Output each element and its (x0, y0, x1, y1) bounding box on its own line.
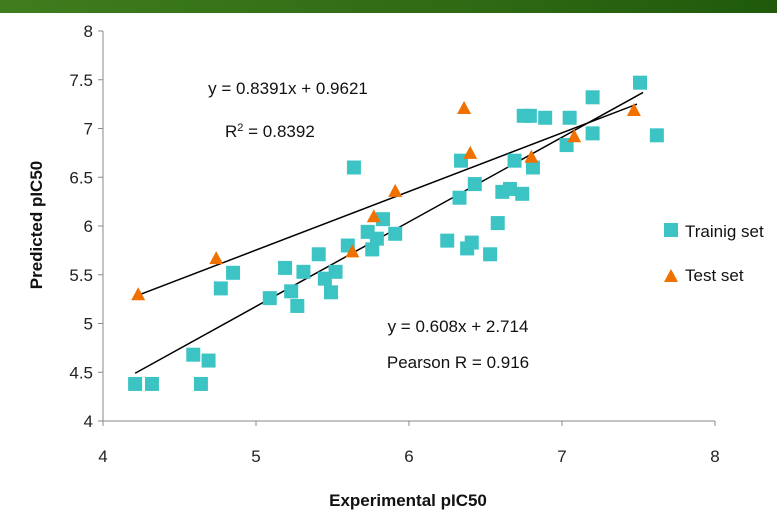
training-point (369, 231, 384, 246)
y-tick-label: 5.5 (69, 266, 93, 285)
training-point (201, 353, 216, 368)
y-tick-label: 7.5 (69, 71, 93, 90)
x-tick-label: 7 (557, 447, 566, 466)
x-tick-label: 8 (710, 447, 719, 466)
training-point (290, 298, 305, 313)
training-point (262, 291, 277, 306)
test-r2-exp: 2 (237, 122, 243, 134)
legend-label-test: Test set (685, 266, 744, 285)
legend: Trainig set Test set (664, 222, 764, 285)
x-ticks: 4 5 6 7 8 (98, 421, 720, 466)
training-point (388, 226, 403, 241)
training-point (328, 264, 343, 279)
training-point (186, 347, 201, 362)
training-point (365, 242, 380, 257)
y-tick-label: 7 (84, 120, 93, 139)
training-point (464, 235, 479, 250)
training-point (323, 285, 338, 300)
y-axis-title: Predicted pIC50 (27, 161, 46, 290)
training-point (490, 216, 505, 231)
training-point (296, 264, 311, 279)
y-tick-label: 5 (84, 315, 93, 334)
test-fit-line (137, 103, 638, 296)
training-point (440, 233, 455, 248)
test-equation: y = 0.8391x + 0.9621 (208, 79, 368, 98)
test-point (366, 209, 381, 223)
training-point (317, 271, 332, 286)
y-tick-label: 4.5 (69, 363, 93, 382)
train-pearson: Pearson R = 0.916 (387, 353, 529, 372)
test-r2-prefix: R (225, 122, 237, 141)
training-point (144, 376, 159, 391)
test-point (626, 102, 641, 116)
test-point (388, 183, 403, 197)
x-tick-label: 6 (404, 447, 413, 466)
training-point (633, 75, 648, 90)
training-point (452, 190, 467, 205)
test-point (463, 145, 478, 159)
x-tick-label: 4 (98, 447, 107, 466)
training-point (649, 128, 664, 143)
y-tick-label: 8 (84, 22, 93, 41)
training-point (278, 260, 293, 275)
test-r2: R2 = 0.8392 (225, 122, 315, 141)
training-point (502, 181, 517, 196)
training-point (213, 281, 228, 296)
x-axis-title: Experimental pIC50 (329, 491, 487, 510)
data-points (128, 75, 664, 391)
y-ticks: 4 4.5 5 5.5 6 6.5 7 7.5 8 (69, 22, 103, 431)
training-point (585, 90, 600, 105)
x-tick-label: 5 (251, 447, 260, 466)
training-point (585, 126, 600, 141)
legend-label-training: Trainig set (685, 222, 764, 241)
training-point (507, 153, 522, 168)
training-point (284, 284, 299, 299)
training-point (311, 247, 326, 262)
training-point (128, 376, 143, 391)
training-point (483, 247, 498, 262)
y-tick-label: 4 (84, 412, 93, 431)
training-point (515, 186, 530, 201)
legend-marker-training (664, 223, 678, 237)
test-point (131, 287, 146, 301)
training-point (193, 376, 208, 391)
test-point (567, 129, 582, 143)
training-point (522, 108, 537, 123)
test-r2-value: = 0.8392 (243, 122, 314, 141)
legend-marker-test (664, 269, 678, 282)
training-point (538, 110, 553, 125)
test-point (457, 101, 472, 115)
test-point (345, 244, 360, 258)
training-point (226, 265, 241, 280)
test-point (209, 251, 224, 265)
y-tick-label: 6 (84, 217, 93, 236)
training-point (467, 177, 482, 192)
y-tick-label: 6.5 (69, 168, 93, 187)
training-point (346, 160, 361, 175)
training-point (375, 212, 390, 227)
train-equation: y = 0.608x + 2.714 (388, 317, 529, 336)
test-point (524, 149, 539, 163)
training-point (562, 110, 577, 125)
training-point (525, 160, 540, 175)
top-banner-bar (0, 0, 777, 13)
